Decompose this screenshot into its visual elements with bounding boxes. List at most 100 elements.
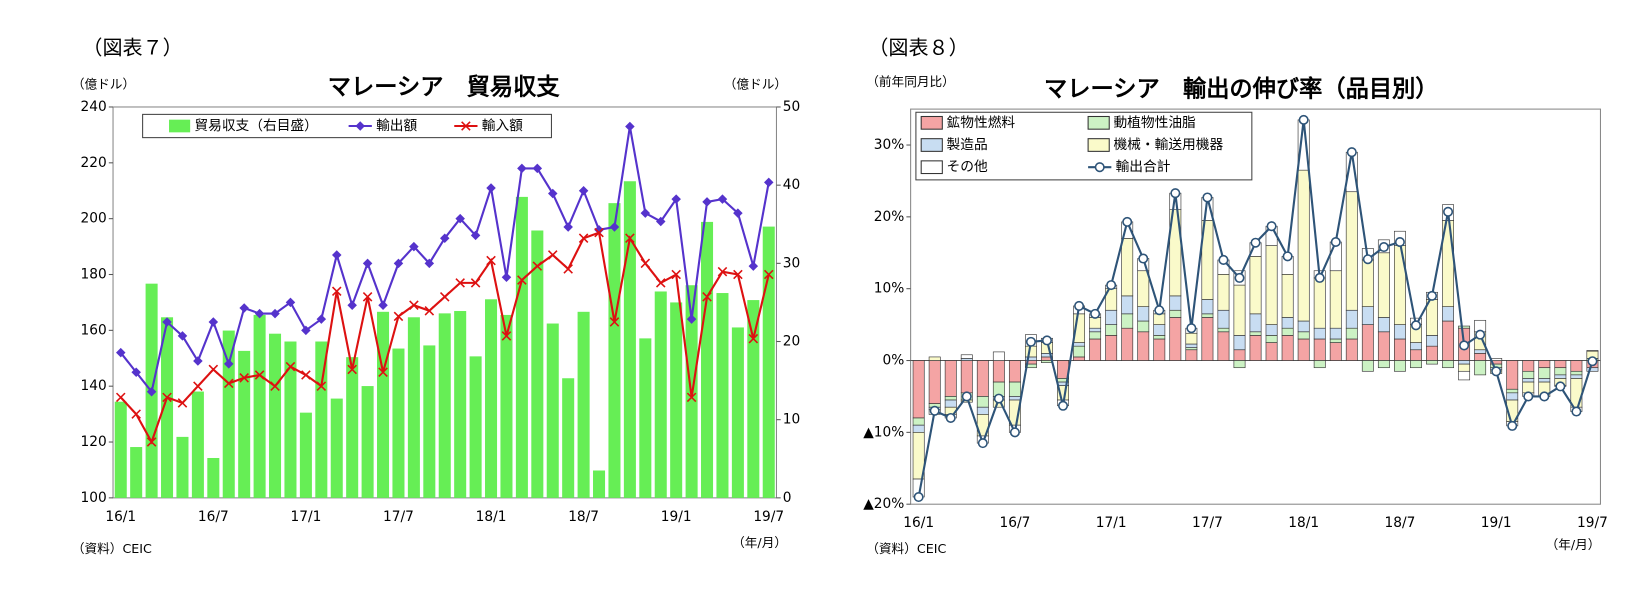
bar — [1281, 317, 1294, 329]
legend-label: 輸入額 — [482, 118, 523, 134]
bar — [222, 330, 235, 498]
point — [316, 314, 327, 324]
figure-label: （図表８） — [868, 35, 968, 59]
x-tick-label: 16/7 — [999, 515, 1030, 531]
point — [517, 275, 527, 285]
legend-swatch — [920, 138, 943, 152]
bar — [207, 457, 220, 498]
bar — [1233, 349, 1246, 361]
point — [1170, 188, 1181, 199]
bar — [1345, 309, 1358, 329]
point — [409, 241, 419, 252]
bar — [1217, 331, 1230, 361]
bar — [191, 391, 204, 498]
bar — [1474, 360, 1487, 376]
point — [409, 300, 419, 311]
point — [378, 300, 388, 310]
point — [1507, 420, 1518, 431]
point — [547, 250, 558, 260]
bar — [407, 317, 420, 498]
point — [1298, 114, 1309, 125]
y-tick-label: 20% — [874, 209, 905, 225]
point — [1314, 272, 1325, 283]
x-tick-label: 17/7 — [1192, 515, 1223, 531]
legend-label: 輸出額 — [376, 118, 417, 134]
bar — [1474, 349, 1487, 354]
point — [547, 188, 558, 199]
y2-tick-label: 50 — [783, 99, 800, 115]
y-tick-label: 200 — [81, 211, 107, 227]
bar — [253, 314, 266, 498]
legend-label: その他 — [947, 159, 988, 175]
bar — [130, 447, 143, 498]
point — [671, 269, 681, 280]
bar — [1393, 324, 1406, 340]
bar — [423, 345, 436, 498]
bar — [1313, 327, 1326, 340]
bar — [1361, 259, 1374, 307]
point — [717, 266, 728, 277]
point — [162, 392, 172, 403]
point — [439, 233, 450, 243]
bar — [546, 323, 559, 498]
point — [702, 292, 712, 302]
bar — [114, 401, 127, 498]
bar — [485, 299, 498, 498]
y2-tick-label: 0 — [783, 490, 792, 506]
bar — [928, 356, 941, 361]
bar — [1073, 356, 1086, 361]
bar — [1153, 324, 1166, 336]
bar — [1153, 313, 1166, 325]
bar — [1169, 309, 1182, 318]
bar — [593, 470, 606, 498]
bar — [1185, 332, 1198, 345]
bar — [1410, 342, 1422, 351]
legend-swatch — [169, 119, 191, 133]
y-unit: （億ドル） — [72, 76, 135, 91]
bar — [912, 360, 925, 419]
point — [1138, 253, 1149, 264]
bar — [1570, 378, 1583, 408]
point — [1539, 391, 1550, 402]
bar — [928, 360, 941, 404]
bar — [1121, 313, 1134, 329]
point — [748, 261, 759, 271]
point — [393, 258, 404, 269]
bar — [1329, 338, 1342, 343]
point — [223, 359, 234, 369]
bar — [1506, 360, 1519, 390]
bar — [1458, 370, 1471, 381]
bar — [1554, 360, 1567, 369]
point — [1234, 272, 1245, 283]
point — [625, 233, 635, 243]
legend-swatch — [1087, 115, 1110, 130]
bar — [1458, 363, 1471, 372]
point — [1394, 236, 1405, 248]
point — [424, 306, 435, 316]
y-tick-label: ▲20% — [863, 496, 904, 512]
point — [686, 314, 697, 324]
y-tick-label: 120 — [81, 434, 107, 450]
bar — [1554, 367, 1567, 376]
x-unit: （年/月） — [1546, 537, 1601, 552]
point — [961, 391, 972, 402]
bar — [1361, 360, 1374, 372]
point — [239, 303, 249, 313]
y-tick-label: ▲10% — [863, 424, 904, 440]
bar — [912, 417, 925, 426]
point — [640, 258, 651, 269]
bar — [1313, 277, 1326, 329]
bar — [1393, 360, 1406, 372]
bar — [1377, 252, 1390, 318]
point — [1266, 221, 1277, 232]
bar — [1313, 360, 1326, 369]
bar — [1329, 270, 1342, 329]
point — [1475, 329, 1486, 340]
point — [347, 300, 357, 310]
point — [177, 398, 188, 408]
bar — [992, 360, 1005, 383]
point — [1009, 427, 1020, 438]
bar — [1570, 370, 1583, 376]
point — [239, 373, 249, 383]
y2-tick-label: 20 — [783, 334, 800, 350]
